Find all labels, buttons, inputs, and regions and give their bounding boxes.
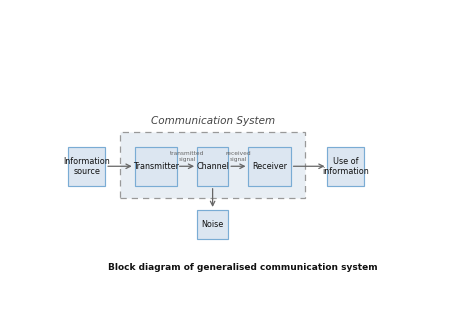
Text: Transmitter: Transmitter xyxy=(133,162,179,171)
Text: Communication System: Communication System xyxy=(152,116,275,127)
Text: Channel: Channel xyxy=(196,162,229,171)
FancyBboxPatch shape xyxy=(197,147,228,186)
FancyBboxPatch shape xyxy=(120,132,305,198)
FancyBboxPatch shape xyxy=(68,147,105,186)
FancyBboxPatch shape xyxy=(197,210,228,239)
Text: Block diagram of generalised communication system: Block diagram of generalised communicati… xyxy=(108,263,378,272)
FancyBboxPatch shape xyxy=(135,147,177,186)
FancyBboxPatch shape xyxy=(328,147,364,186)
Text: Use of
information: Use of information xyxy=(322,156,369,176)
Text: Noise: Noise xyxy=(201,220,224,229)
Text: received
signal: received signal xyxy=(226,151,251,162)
Text: transmitted
signal: transmitted signal xyxy=(170,151,204,162)
Text: Information
source: Information source xyxy=(64,156,110,176)
FancyBboxPatch shape xyxy=(248,147,291,186)
Text: Receiver: Receiver xyxy=(252,162,287,171)
